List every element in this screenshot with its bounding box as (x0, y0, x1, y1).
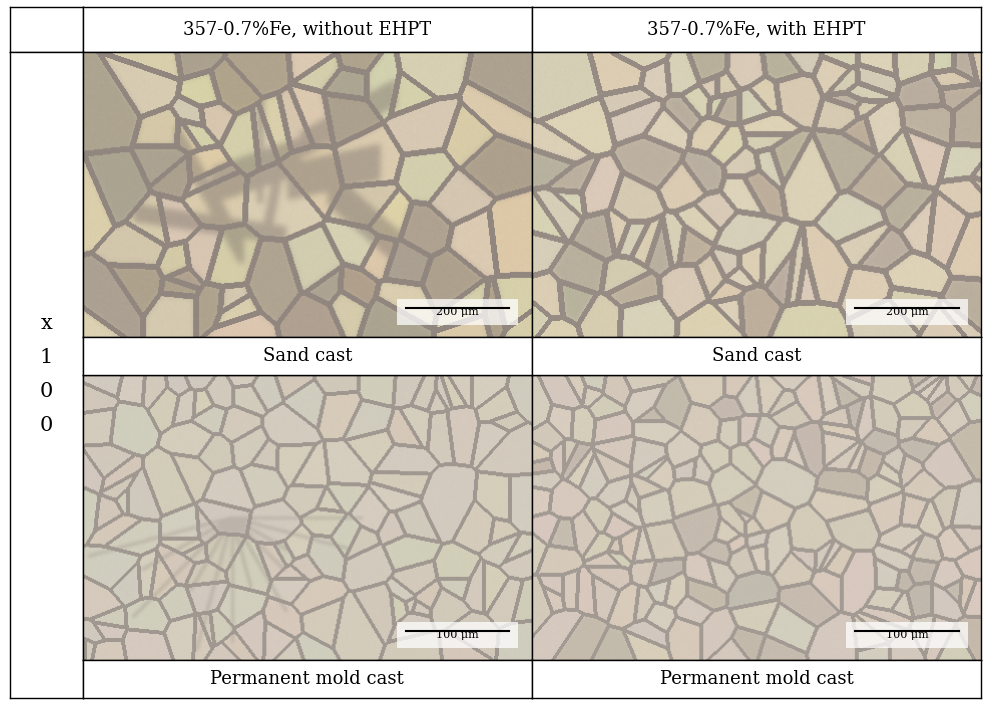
Text: 100 μm: 100 μm (436, 630, 480, 640)
Text: 357-0.7%Fe, with EHPT: 357-0.7%Fe, with EHPT (647, 20, 866, 39)
Text: 200 μm: 200 μm (886, 307, 929, 317)
Bar (846, 299, 967, 325)
Text: x
1
0
0: x 1 0 0 (40, 314, 53, 436)
Text: 357-0.7%Fe, without EHPT: 357-0.7%Fe, without EHPT (183, 20, 431, 39)
Text: Sand cast: Sand cast (712, 347, 801, 365)
Text: 100 μm: 100 μm (886, 630, 929, 640)
Text: Sand cast: Sand cast (263, 347, 352, 365)
Bar (397, 622, 518, 648)
Text: 200 μm: 200 μm (436, 307, 480, 317)
Bar (846, 622, 967, 648)
Bar (397, 299, 518, 325)
Text: Permanent mold cast: Permanent mold cast (210, 670, 404, 688)
Text: Permanent mold cast: Permanent mold cast (660, 670, 853, 688)
